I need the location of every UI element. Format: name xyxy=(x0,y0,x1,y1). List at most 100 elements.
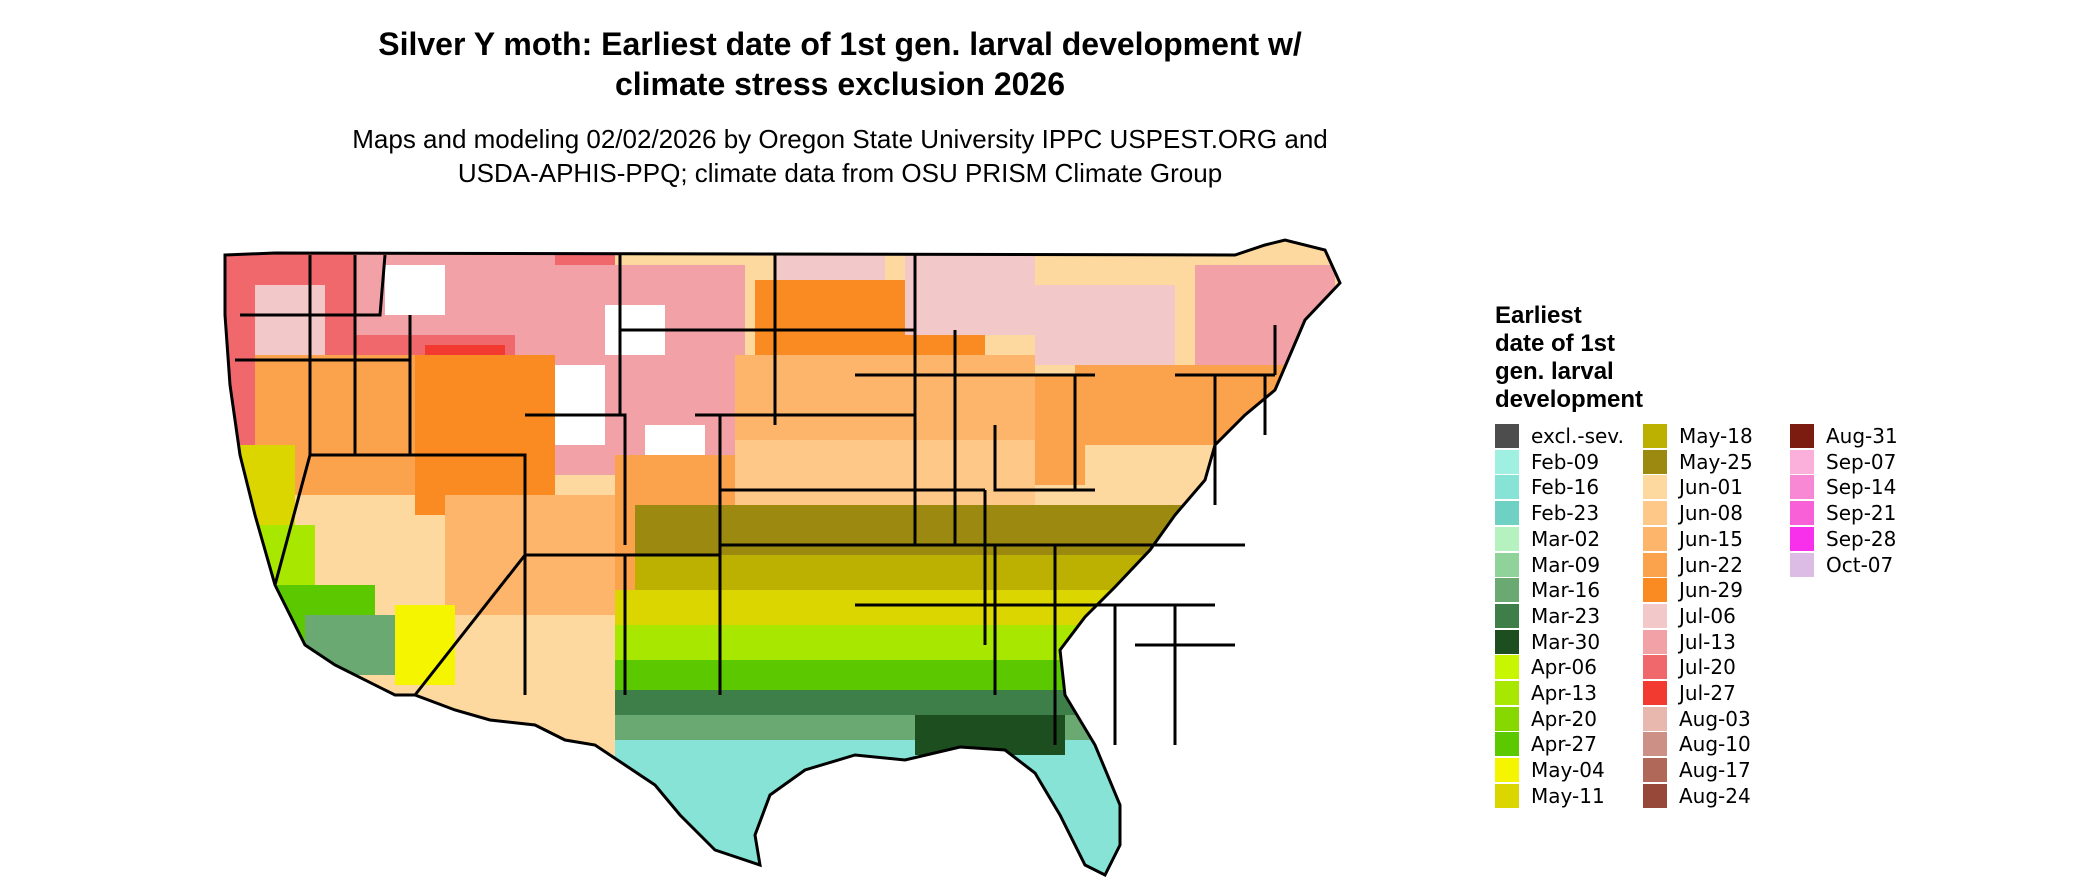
legend-item: Jun-22 xyxy=(1643,552,1743,577)
legend-label: Sep-28 xyxy=(1826,526,1897,551)
map-subtitle: Maps and modeling 02/02/2026 by Oregon S… xyxy=(260,122,1420,190)
legend-swatch xyxy=(1643,732,1667,757)
legend-swatch xyxy=(1790,552,1814,577)
legend-label: Apr-06 xyxy=(1531,655,1597,680)
legend-item: Feb-23 xyxy=(1495,501,1600,526)
legend-swatch xyxy=(1643,501,1667,526)
legend-swatch xyxy=(1495,783,1519,808)
legend-title-line: gen. larval xyxy=(1495,358,1614,385)
legend-item: Jun-08 xyxy=(1643,501,1743,526)
legend-swatch xyxy=(1643,526,1667,551)
legend-item: Feb-16 xyxy=(1495,475,1600,500)
legend-title-line: Earliest xyxy=(1495,302,1582,329)
legend-item: Jun-01 xyxy=(1643,475,1743,500)
legend-swatch xyxy=(1495,681,1519,705)
legend-label: May-11 xyxy=(1531,783,1605,808)
legend-item: Apr-20 xyxy=(1495,706,1597,731)
legend-label: Jun-01 xyxy=(1679,475,1743,500)
map-title-line-2: climate stress exclusion 2026 xyxy=(614,66,1066,102)
map-subtitle-line-1: Maps and modeling 02/02/2026 by Oregon S… xyxy=(352,124,1328,154)
legend-swatch xyxy=(1495,501,1519,526)
legend-label: Feb-09 xyxy=(1531,449,1600,474)
legend-swatch xyxy=(1790,526,1814,551)
legend-item: Aug-10 xyxy=(1643,732,1751,757)
legend-title-line: development xyxy=(1495,386,1644,413)
legend-label: Mar-02 xyxy=(1531,526,1601,551)
legend-item: Jun-15 xyxy=(1643,526,1743,551)
legend-swatch xyxy=(1495,449,1519,474)
legend-item: Feb-09 xyxy=(1495,449,1600,474)
legend-label: Feb-16 xyxy=(1531,475,1600,500)
legend-item: excl.-sev. xyxy=(1495,424,1624,448)
legend-label: Mar-09 xyxy=(1531,552,1601,577)
legend-item: Aug-24 xyxy=(1643,783,1751,808)
legend-swatch xyxy=(1643,424,1667,448)
legend-label: Apr-27 xyxy=(1531,732,1597,757)
legend-swatch xyxy=(1495,603,1519,628)
legend-item: Jul-13 xyxy=(1643,629,1736,654)
legend-label: Sep-07 xyxy=(1826,449,1897,474)
legend-item: Mar-23 xyxy=(1495,603,1601,628)
legend-title: Earliest date of 1st gen. larval develop… xyxy=(1495,302,1695,414)
legend-swatch xyxy=(1643,655,1667,680)
legend-label: Jul-27 xyxy=(1679,681,1736,705)
map-title-line-1: Silver Y moth: Earliest date of 1st gen.… xyxy=(378,26,1302,62)
legend-swatch xyxy=(1643,449,1667,474)
legend-label: Jul-13 xyxy=(1679,629,1736,654)
legend-swatch xyxy=(1643,783,1667,808)
legend-item: Jul-06 xyxy=(1643,603,1736,628)
legend-item: Aug-03 xyxy=(1643,706,1751,731)
legend-swatch xyxy=(1495,706,1519,731)
legend-swatch xyxy=(1643,706,1667,731)
legend-item: Sep-07 xyxy=(1790,449,1897,474)
legend-swatch xyxy=(1495,526,1519,551)
legend-swatch xyxy=(1495,629,1519,654)
legend-item: Jun-29 xyxy=(1643,578,1743,603)
legend-label: Aug-17 xyxy=(1679,758,1751,783)
legend-item: Mar-30 xyxy=(1495,629,1601,654)
legend-label: Feb-23 xyxy=(1531,501,1600,526)
legend-swatch xyxy=(1790,501,1814,526)
legend-label: Jul-06 xyxy=(1679,603,1736,628)
legend-swatch xyxy=(1790,424,1814,448)
map-fill xyxy=(225,240,1340,875)
legend-swatch xyxy=(1643,578,1667,603)
legend-item: Apr-27 xyxy=(1495,732,1597,757)
legend-item: Sep-28 xyxy=(1790,526,1897,551)
legend-label: Mar-16 xyxy=(1531,578,1601,603)
legend-label: May-04 xyxy=(1531,758,1605,783)
legend-item: Jul-20 xyxy=(1643,655,1736,680)
legend-label: Jun-29 xyxy=(1679,578,1743,603)
legend-swatch xyxy=(1790,449,1814,474)
legend-swatch xyxy=(1495,655,1519,680)
us-map xyxy=(223,238,1342,878)
legend-item: May-25 xyxy=(1643,449,1753,474)
map-title: Silver Y moth: Earliest date of 1st gen.… xyxy=(260,24,1420,104)
legend-item: May-11 xyxy=(1495,783,1605,808)
state-boundaries xyxy=(223,238,1342,878)
legend-label: May-18 xyxy=(1679,424,1753,448)
legend-swatch xyxy=(1643,681,1667,705)
legend-label: Oct-07 xyxy=(1826,552,1894,577)
legend-swatch xyxy=(1495,758,1519,783)
legend-item: Aug-31 xyxy=(1790,424,1898,448)
legend-title-line: date of 1st xyxy=(1495,330,1616,357)
legend-swatch xyxy=(1643,475,1667,500)
legend-swatch xyxy=(1495,552,1519,577)
legend-swatch xyxy=(1790,475,1814,500)
legend-swatch xyxy=(1495,424,1519,448)
legend-swatch xyxy=(1495,732,1519,757)
legend-label: Mar-30 xyxy=(1531,629,1601,654)
legend-item: Sep-14 xyxy=(1790,475,1897,500)
legend-item: May-04 xyxy=(1495,758,1605,783)
legend-item: Sep-21 xyxy=(1790,501,1897,526)
legend-item: Mar-16 xyxy=(1495,578,1601,603)
legend-label: May-25 xyxy=(1679,449,1753,474)
legend-item: Mar-09 xyxy=(1495,552,1601,577)
legend-swatch xyxy=(1643,758,1667,783)
legend-label: Mar-23 xyxy=(1531,603,1601,628)
legend-label: Apr-13 xyxy=(1531,681,1597,705)
legend-label: Sep-21 xyxy=(1826,501,1897,526)
legend-swatch xyxy=(1643,552,1667,577)
legend-label: Sep-14 xyxy=(1826,475,1897,500)
